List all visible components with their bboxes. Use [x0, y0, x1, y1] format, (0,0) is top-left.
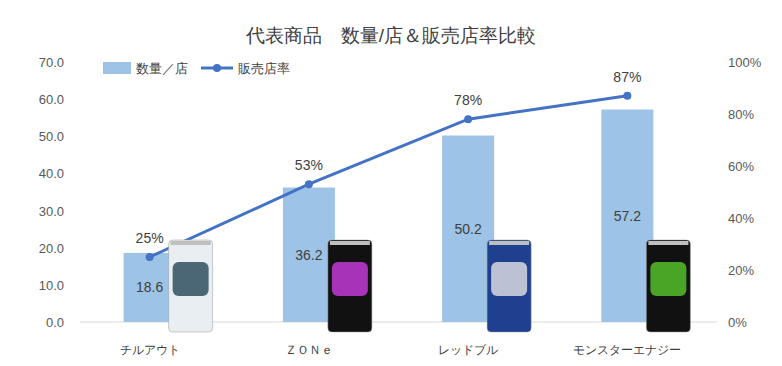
x-tick-label: ＺＯＮｅ	[285, 343, 333, 357]
plot-area	[124, 92, 654, 322]
bar	[442, 136, 494, 322]
chart-container: 代表商品 数量/店＆販売店率比較 0.0 10.0 20.0 30.0 40.0 50.0 6…	[0, 0, 782, 366]
y-tick-label: 50.0	[39, 129, 64, 144]
line-label: 53%	[295, 157, 323, 173]
y-tick-label: 20.0	[39, 241, 64, 256]
line	[150, 96, 628, 257]
product-can	[328, 240, 372, 332]
y-tick-label: 40.0	[39, 166, 64, 181]
product-can	[169, 240, 213, 332]
product-can	[646, 240, 690, 332]
bar-label: 18.6	[136, 279, 163, 295]
legend-label: 販売店率	[238, 61, 290, 76]
y2-tick-label: 80%	[728, 107, 754, 122]
y2-tick-label: 0%	[728, 315, 747, 330]
line-marker	[305, 180, 313, 188]
line-marker	[623, 92, 631, 100]
bar	[283, 188, 335, 322]
legend-label: 数量／店	[136, 61, 188, 76]
y2-tick-label: 100%	[728, 55, 762, 70]
line-label: 25%	[136, 230, 164, 246]
legend-marker	[213, 64, 221, 72]
line-marker	[146, 253, 154, 261]
y-tick-label: 60.0	[39, 92, 64, 107]
bar-label: 50.2	[455, 221, 482, 237]
y2-tick-label: 40%	[728, 211, 754, 226]
y-tick-label: 70.0	[39, 55, 64, 70]
legend-swatch	[103, 62, 131, 74]
line-label: 78%	[454, 92, 482, 108]
line-marker	[464, 115, 472, 123]
x-tick-label: モンスターエナジー	[573, 343, 681, 357]
y-tick-label: 10.0	[39, 278, 64, 293]
x-tick-label: レッドブル	[438, 343, 498, 357]
bar-label: 36.2	[295, 247, 322, 263]
y-tick-label: 0.0	[46, 315, 64, 330]
bar-label: 57.2	[614, 208, 641, 224]
bar	[124, 253, 176, 322]
bar	[601, 110, 653, 322]
legend: 数量／店 販売店率	[103, 61, 290, 76]
y2-tick-label: 60%	[728, 159, 754, 174]
x-tick-label: チルアウト	[120, 343, 180, 357]
line-label: 87%	[613, 69, 641, 85]
chart-title: 代表商品 数量/店＆販売店率比較	[245, 25, 536, 46]
product-can	[487, 240, 531, 332]
y-tick-label: 30.0	[39, 204, 64, 219]
chart-svg: 代表商品 数量/店＆販売店率比較 0.0 10.0 20.0 30.0 40.0 50.0 6…	[0, 0, 782, 366]
y2-tick-label: 20%	[728, 263, 754, 278]
